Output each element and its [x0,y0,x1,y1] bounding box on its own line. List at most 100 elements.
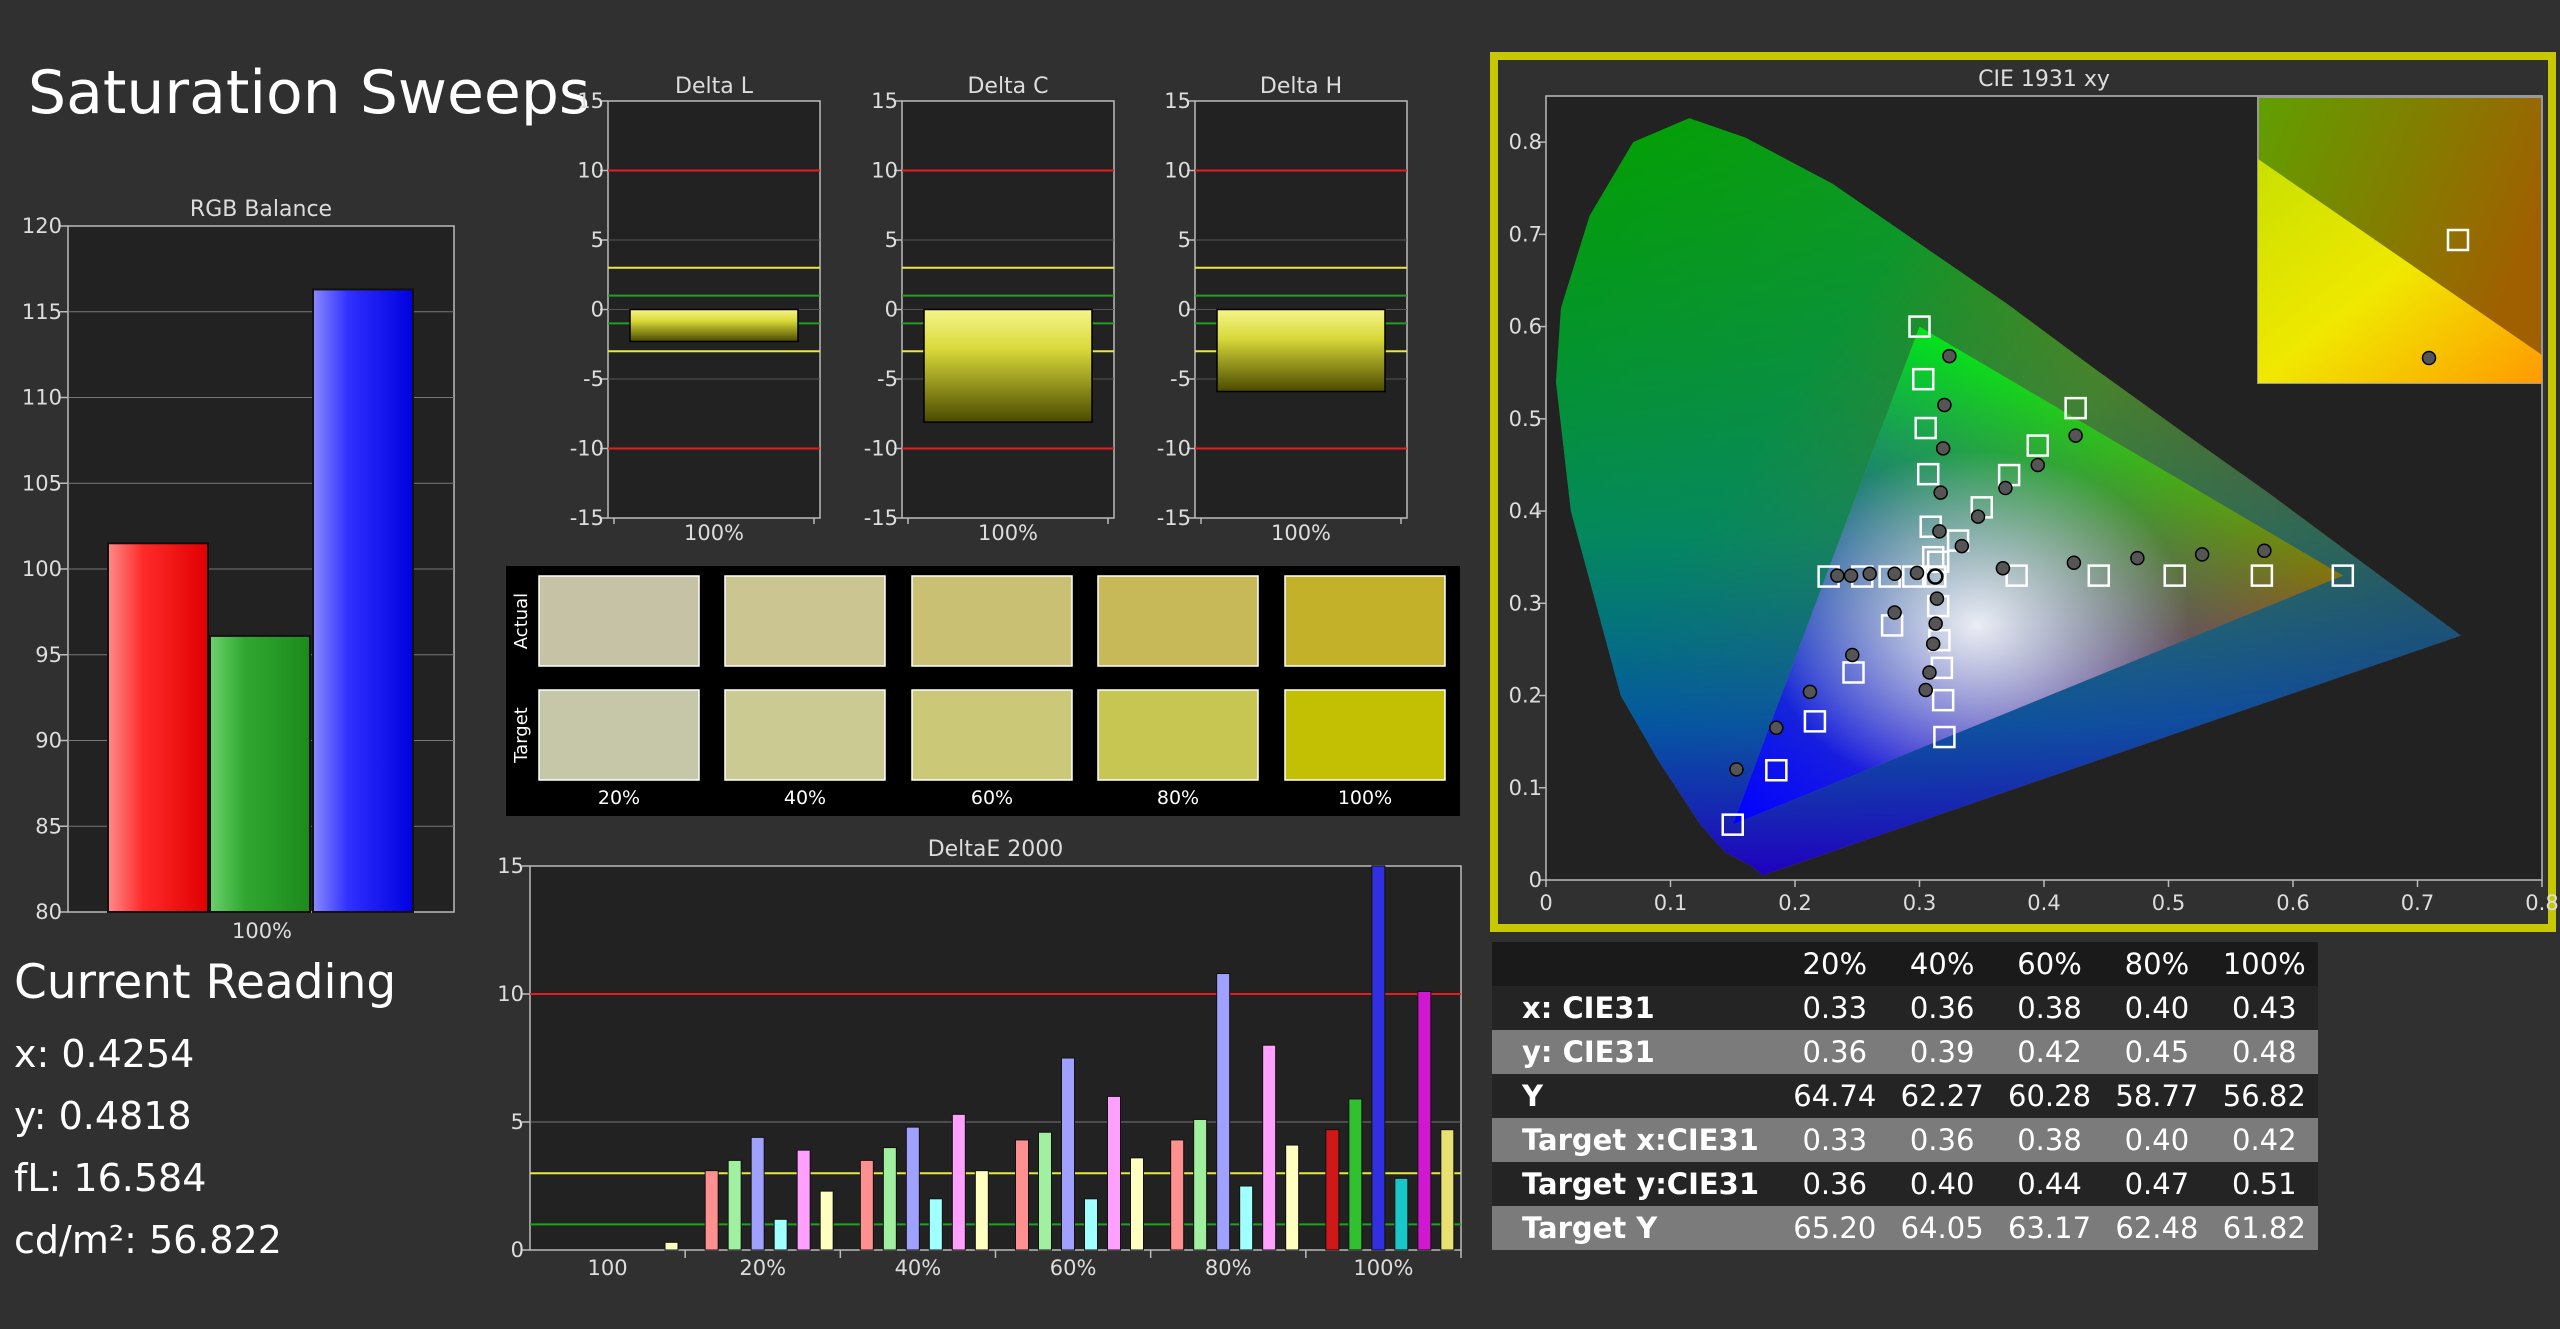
delta-c-tick-label: -15 [864,506,898,530]
delta-h-tick-label: 15 [1164,89,1191,113]
swatch-column-label: 20% [598,787,640,809]
table-header-cell: 100% [2210,942,2318,986]
cie-actual-marker [1729,762,1744,777]
cie-target-marker [1926,550,1950,574]
deltae-bar-cyan [1239,1185,1254,1251]
deltae-2000-chart: 0 5 10 15 100 20% 40% 60% 80% 100% DeltaE 2000 [497,837,1462,1280]
deltae-bar-red [859,1159,874,1251]
delta-c-chart: -15 -10 -5 0 5 10 15 Delta C 100% [864,74,1115,545]
deltae-plot-area [529,865,1462,1251]
cie-y-tick-label: 0 [1529,868,1542,892]
cie-target-marker [1902,565,1925,588]
cie-white-point [1927,568,1944,585]
delta-h-title: Delta H [1260,74,1342,99]
deltae-bar-yellow-light [819,1190,834,1251]
table-cell: 0.38 [1995,1118,2104,1162]
rgb-tick-label: 100 [22,557,62,581]
deltae-bar-yellow [882,1147,897,1251]
table-row: Target y:CIE31 0.36 0.40 0.44 0.47 0.51 [1492,1162,2318,1206]
delta-c-title: Delta C [967,74,1048,99]
deltae-bar-blue [1216,973,1231,1251]
deltae-category-label: 20% [739,1256,786,1280]
current-reading-cdm2: cd/m²: 56.822 [14,1218,282,1262]
cie-gamut-white [1732,326,2343,825]
readings-table: 20% 40% 60% 80% 100% x: CIE31 0.33 0.36 … [1492,942,2318,1250]
swatch-row-label-target: Target [511,707,532,764]
cie-target-marker [2331,564,2355,587]
delta-c-tick-label: 15 [871,89,898,113]
cie-y-tick-label: 0.1 [1509,776,1542,800]
deltae-bar-cyan [928,1198,943,1251]
cie-1931-chart: 0 0.1 0.2 0.3 0.4 0.5 0.6 0.7 0.8 0 0.1 0.2 0.3 0.4 0.… [1490,52,2559,932]
cie-x-tick-label: 0.5 [2152,891,2185,915]
table-row-label: y: CIE31 [1492,1030,1782,1074]
swatch-column-label: 80% [1157,787,1199,809]
cie-target-marker [1803,710,1827,733]
delta-c-category-label: 100% [978,521,1038,545]
cie-target-marker [2026,434,2050,457]
table-cell: 0.40 [2103,1118,2211,1162]
delta-h-category-label: 100% [1271,521,1331,545]
table-row-label: Target Y [1492,1206,1782,1250]
deltae-tick-label: 10 [497,982,524,1006]
table-header-row: 20% 40% 60% 80% 100% [1492,942,2318,986]
table-cell: 0.33 [1781,1118,1889,1162]
cie-actual-marker [1995,560,2011,576]
cie-panel-border [1490,52,2556,932]
table-cell: 56.82 [2210,1074,2318,1118]
deltae-category-label: 40% [895,1256,942,1280]
table-cell: 0.42 [2210,1118,2318,1162]
deltae-bar-yellow [1193,1118,1208,1251]
deltae-bar-yellow [1348,1098,1363,1251]
table-cell: 0.38 [1995,986,2104,1030]
deltae-bar-blue [750,1136,765,1251]
delta-c-tick-label: -5 [877,367,898,391]
cie-x-tick-label: 0.8 [2525,891,2558,915]
rgb-tick-label: 85 [35,814,62,838]
table-cell: 0.39 [1888,1030,1996,1074]
table-cell: 0.36 [1888,986,1996,1030]
cie-target-marker [2087,564,2111,587]
delta-l-tick-label: -5 [583,367,604,391]
rgb-category-label: 100% [232,919,292,943]
table-row: Target x:CIE31 0.33 0.36 0.38 0.40 0.42 [1492,1118,2318,1162]
delta-l-tick-label: -10 [570,437,604,461]
cie-actual-marker [1929,591,1945,606]
table-cell: 0.33 [1781,986,1889,1030]
deltae-bar-yellow-light [1440,1129,1455,1251]
deltae-bar-cyan [1394,1177,1409,1251]
cie-target-marker [2250,564,2274,587]
deltae-bar-red [1015,1139,1029,1251]
cie-target-marker [1765,758,1788,782]
swatch-target [911,689,1073,781]
delta-h-tick-label: -10 [1157,437,1191,461]
table-row-label: Target y:CIE31 [1492,1162,1782,1206]
table-row: Y 64.74 62.27 60.28 58.77 56.82 [1492,1074,2318,1118]
swatch-actual [1284,575,1446,667]
deltae-chart-title: DeltaE 2000 [928,837,1064,862]
cie-x-tick-label: 0.1 [1654,891,1687,915]
cie-actual-marker [1925,636,1941,652]
table-row: y: CIE31 0.36 0.39 0.42 0.45 0.48 [1492,1030,2318,1074]
cie-actual-marker [1928,616,1943,631]
deltae-tick-label: 15 [497,854,524,878]
table-cell: 0.40 [2103,986,2211,1030]
table-header-cell [1492,942,1782,986]
delta-l-tick-label: -15 [570,506,604,530]
rgb-tick-label: 105 [22,471,62,495]
deltae-bar-yellow [1038,1131,1052,1251]
cie-actual-marker [2068,428,2083,443]
rgb-tick-label: 120 [22,214,62,238]
table-row: x: CIE31 0.33 0.36 0.38 0.40 0.43 [1492,986,2318,1030]
cie-target-marker [1921,545,1945,569]
cie-x-tick-label: 0.4 [2027,891,2060,915]
table-cell: 58.77 [2103,1074,2211,1118]
table-cell: 62.27 [1888,1074,1996,1118]
table-cell: 60.28 [1995,1074,2104,1118]
cie-y-tick-label: 0.8 [1509,130,1542,154]
cie-actual-marker [2194,547,2210,562]
cie-actual-marker [1802,684,1818,700]
table-cell: 65.20 [1781,1206,1889,1250]
deltae-bar-red [1325,1129,1340,1251]
